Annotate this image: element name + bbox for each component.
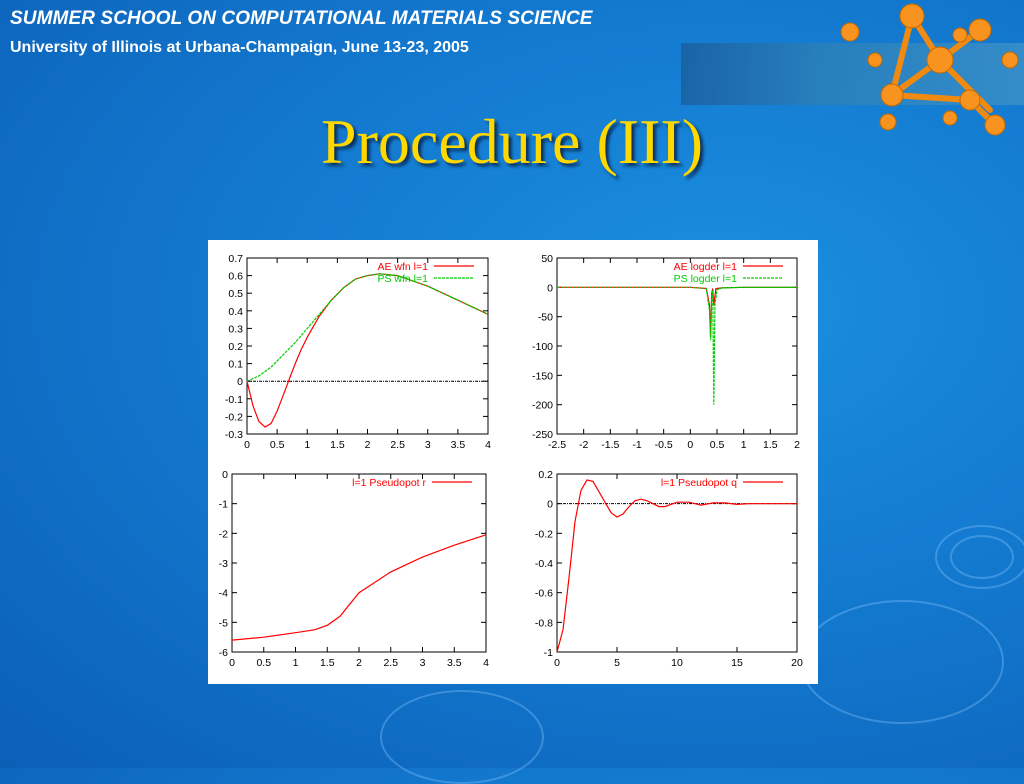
x-tick-label: 2.5 [383,657,398,669]
plot-frame-3 [231,473,487,653]
x-tick-label: 10 [671,657,683,669]
x-tick-label: 3 [425,439,431,451]
ripple-decoration [935,525,1024,589]
y-tick-label: 0.6 [228,271,243,283]
series-line-2-2 [557,286,797,405]
plots-svg: -0.3 -0.2 -0.1 0 0.1 0.2 0.3 0.4 0.5 0.6 0.7 0 0.5 1 1… [219,253,803,669]
x-tick-label: -2 [579,439,588,451]
plots-panel: -0.3 -0.2 -0.1 0 0.1 0.2 0.3 0.4 0.5 0.6 0.7 0 0.5 1 1… [208,240,818,684]
y-tick-label: -200 [532,400,553,412]
y-tick-label: -50 [538,312,553,324]
legend-label: PS logder l=1 [674,273,737,285]
y-tick-label: -3 [219,558,228,570]
x-tick-label: 0.5 [270,439,285,451]
y-tick-label: -150 [532,370,553,382]
x-tick-label: 0 [554,657,560,669]
y-tick-label: -1 [219,499,228,511]
x-tick-label: 3.5 [451,439,466,451]
y-tick-label: -0.1 [225,394,243,406]
y-tick-label: 0.7 [228,253,243,265]
y-tick-label: -100 [532,341,553,353]
x-tick-label: 2 [365,439,371,451]
x-tick-label: 0.5 [256,657,271,669]
x-tick-label: -1 [632,439,641,451]
y-tick-label: -2 [219,528,228,540]
y-tick-label: -0.2 [535,528,553,540]
y-tick-label: -0.4 [535,558,553,570]
y-tick-label: 0 [547,282,553,294]
slide-title: Procedure (III) [321,106,703,177]
x-tick-label: 0 [244,439,250,451]
y-tick-label: 0.3 [228,323,243,335]
y-tick-label: 0 [222,469,228,481]
x-tick-label: 2 [356,657,362,669]
y-tick-label: -5 [219,617,228,629]
x-tick-label: 1 [293,657,299,669]
y-tick-label: -1 [544,647,553,659]
series-line-1-1 [246,273,489,428]
y-tick-label: -6 [219,647,228,659]
y-tick-label: 0.2 [228,341,243,353]
y-tick-label: -0.2 [225,411,243,423]
header-university: University of Illinois at Urbana-Champai… [10,39,469,56]
y-tick-label: 0 [547,499,553,511]
legend-label: AE wfn l=1 [378,261,429,273]
x-tick-label: 1 [741,439,747,451]
series-line-3-1 [231,534,487,641]
series-line-1-2 [246,273,489,382]
x-tick-label: 2 [794,439,800,451]
y-tick-label: -0.6 [535,588,553,600]
x-tick-label: 1 [304,439,310,451]
x-tick-label: 0.5 [710,439,725,451]
x-tick-label: 4 [485,439,491,451]
ripple-decoration [380,690,544,784]
x-tick-label: -2.5 [548,439,566,451]
x-tick-label: -0.5 [655,439,673,451]
y-tick-label: -4 [219,588,228,600]
x-tick-label: 0 [229,657,235,669]
x-tick-label: 1.5 [763,439,778,451]
legend-label: l=1 Pseudopot q [661,477,737,489]
ripple-decoration [800,600,1004,724]
x-tick-label: 4 [483,657,489,669]
y-tick-label: -0.3 [225,429,243,441]
plot-frame-1 [246,257,489,435]
y-tick-label: -0.8 [535,617,553,629]
y-tick-label: 0.4 [228,306,243,318]
legend-label: PS wfn l=1 [378,273,429,285]
plot-frame-4 [556,473,798,653]
y-tick-label: -250 [532,429,553,441]
header-school-name: SUMMER SCHOOL ON COMPUTATIONAL MATERIALS… [10,8,593,29]
x-tick-label: -1.5 [601,439,619,451]
legend-label: l=1 Pseudopot r [352,477,426,489]
x-tick-label: 20 [791,657,803,669]
x-tick-label: 3.5 [447,657,462,669]
y-tick-label: 50 [541,253,553,265]
legend-label: AE logder l=1 [674,261,737,273]
series-line-4-1 [556,479,797,653]
x-tick-label: 1.5 [320,657,335,669]
x-tick-label: 1.5 [330,439,345,451]
y-tick-label: 0.2 [538,469,553,481]
x-tick-label: 5 [614,657,620,669]
x-tick-label: 2.5 [390,439,405,451]
x-tick-label: 3 [420,657,426,669]
y-tick-label: 0.5 [228,288,243,300]
y-tick-label: 0.1 [228,359,243,371]
series-line-2-1 [557,286,797,338]
x-tick-label: 0 [687,439,693,451]
orange-molecule-icon [840,3,1019,136]
x-tick-label: 15 [731,657,743,669]
y-tick-label: 0 [237,376,243,388]
